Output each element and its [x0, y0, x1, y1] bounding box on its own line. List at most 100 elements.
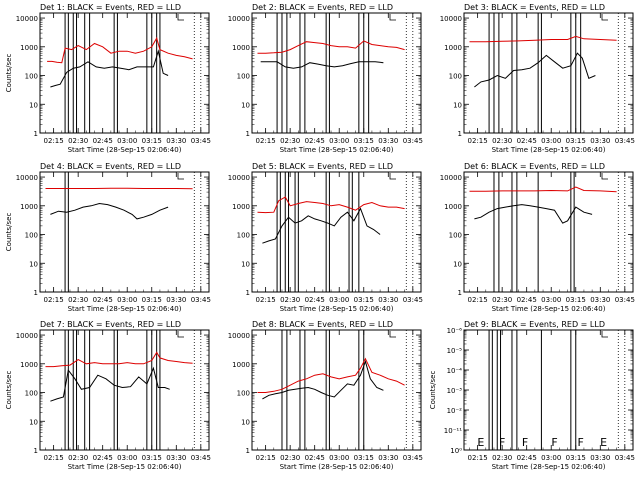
- x-tick-label: 02:15: [468, 454, 488, 462]
- events-series-line: [50, 49, 169, 88]
- x-tick-label: 03:15: [566, 454, 586, 462]
- y-tick-label: 1000: [232, 203, 250, 211]
- x-tick-label: 03:15: [354, 454, 374, 462]
- panel-title: Det 4: BLACK = Events, RED = LLD: [40, 162, 181, 171]
- y-tick-label: 10000: [228, 174, 250, 182]
- plot-frame: [251, 12, 422, 134]
- y-tick-label: 10⁻⁶: [447, 327, 463, 335]
- y-tick-label: 1: [246, 447, 250, 455]
- y-tick-label: 1000: [20, 203, 38, 211]
- x-tick-label: 03:30: [378, 137, 398, 145]
- y-axis-label: Counts/sec: [5, 371, 13, 410]
- plot-frame: [251, 171, 422, 293]
- x-tick-label: 03:30: [378, 296, 398, 304]
- x-axis-label: Start Time (28-Sep-15 02:06:40): [68, 305, 182, 313]
- x-tick-label: 03:15: [354, 296, 374, 304]
- y-tick-label: 100: [237, 232, 250, 240]
- x-tick-label: 02:30: [492, 137, 512, 145]
- y-tick-label: 10000: [16, 174, 38, 182]
- x-tick-label: 03:45: [191, 454, 211, 462]
- y-tick-label: 10: [453, 260, 462, 268]
- x-tick-label: 03:30: [166, 454, 186, 462]
- x-tick-label: 03:45: [615, 137, 635, 145]
- x-tick-label: 02:15: [256, 137, 276, 145]
- detector-panel-3: Det 3: BLACK = Events, RED = LLD 1 10 100 10…: [440, 3, 635, 154]
- y-tick-label: 1000: [232, 361, 250, 369]
- y-tick-label: 10: [241, 260, 250, 268]
- y-tick-label: 10000: [228, 15, 250, 23]
- plot-frame: [463, 171, 634, 293]
- y-tick-label: 10: [29, 101, 38, 109]
- lld-series-line: [45, 351, 193, 368]
- plot-frame: [39, 12, 210, 134]
- x-axis-label: Start Time (28-Sep-15 02:06:40): [492, 146, 606, 154]
- y-tick-label: 100: [449, 73, 462, 81]
- x-tick-label: 03:00: [329, 137, 349, 145]
- y-tick-label: 1: [458, 289, 462, 297]
- detector-panel-9: Det 9: BLACK = Events, RED = LLD 10⁰ 10⁻¹¹…: [429, 320, 635, 471]
- x-tick-label: 03:00: [117, 137, 137, 145]
- y-tick-label: 10000: [16, 332, 38, 340]
- detector-panel-6: Det 6: BLACK = Events, RED = LLD 1 10 100 10…: [440, 162, 635, 313]
- x-axis-label: Start Time (28-Sep-15 02:06:40): [280, 146, 394, 154]
- y-tick-label: 10⁻³: [447, 387, 463, 395]
- x-tick-label: 03:00: [329, 296, 349, 304]
- plot-frame: [39, 171, 210, 293]
- events-series-line: [50, 202, 169, 220]
- x-tick-label: 03:45: [615, 454, 635, 462]
- corner-bracket: [601, 331, 608, 338]
- corner-bracket: [601, 14, 608, 21]
- x-tick-label: 02:45: [517, 296, 537, 304]
- x-tick-label: 02:15: [44, 296, 64, 304]
- x-axis-label: Start Time (28-Sep-15 02:06:40): [68, 146, 182, 154]
- x-tick-label: 02:45: [93, 137, 113, 145]
- x-tick-label: 03:00: [541, 137, 561, 145]
- x-tick-label: 03:30: [166, 296, 186, 304]
- y-tick-label: 1000: [444, 44, 462, 52]
- x-tick-label: 03:45: [403, 454, 423, 462]
- y-tick-label: 10: [29, 260, 38, 268]
- panel-title: Det 6: BLACK = Events, RED = LLD: [464, 162, 605, 171]
- x-axis-label: Start Time (28-Sep-15 02:06:40): [492, 463, 606, 471]
- x-tick-label: 02:45: [93, 296, 113, 304]
- y-tick-label: 100: [449, 232, 462, 240]
- y-tick-label: 10⁻¹¹: [444, 427, 462, 435]
- y-tick-label: 1000: [20, 361, 38, 369]
- detector-panel-8: Det 8: BLACK = Events, RED = LLD 1 10 100 10…: [228, 320, 423, 471]
- detector-panel-5: Det 5: BLACK = Events, RED = LLD 1 10 100 10…: [228, 162, 423, 313]
- x-tick-label: 03:00: [329, 454, 349, 462]
- x-tick-label: 02:30: [68, 296, 88, 304]
- plot-frame: [251, 329, 422, 451]
- x-tick-label: 03:30: [590, 454, 610, 462]
- x-tick-label: 02:15: [256, 454, 276, 462]
- x-axis-label: Start Time (28-Sep-15 02:06:40): [68, 463, 182, 471]
- y-axis-label: Counts/sec: [5, 213, 13, 252]
- corner-bracket: [389, 331, 396, 338]
- x-axis-label: Start Time (28-Sep-15 02:06:40): [280, 463, 394, 471]
- y-tick-label: 10000: [228, 332, 250, 340]
- y-tick-label: 10000: [16, 15, 38, 23]
- y-tick-label: 10: [453, 101, 462, 109]
- event-marker-letter: E: [477, 436, 484, 449]
- panel-title: Det 8: BLACK = Events, RED = LLD: [252, 320, 393, 329]
- events-series-line: [262, 207, 381, 244]
- x-axis-label: Start Time (28-Sep-15 02:06:40): [280, 305, 394, 313]
- x-tick-label: 03:15: [566, 137, 586, 145]
- x-tick-label: 03:45: [191, 137, 211, 145]
- x-tick-label: 03:30: [378, 454, 398, 462]
- panel-title: Det 9: BLACK = Events, RED = LLD: [464, 320, 605, 329]
- y-tick-label: 100: [25, 390, 38, 398]
- detector-panel-2: Det 2: BLACK = Events, RED = LLD 1 10 100 10…: [228, 3, 423, 154]
- y-tick-label: 100: [237, 390, 250, 398]
- x-tick-label: 03:00: [117, 296, 137, 304]
- y-tick-label: 1000: [444, 203, 462, 211]
- y-tick-label: 10⁻²: [447, 407, 463, 415]
- panel-title: Det 2: BLACK = Events, RED = LLD: [252, 3, 393, 12]
- corner-bracket: [177, 331, 184, 338]
- y-tick-label: 10: [29, 418, 38, 426]
- x-tick-label: 02:15: [44, 454, 64, 462]
- x-tick-label: 02:15: [44, 137, 64, 145]
- event-marker-letter: F: [551, 436, 557, 449]
- x-tick-label: 02:30: [492, 454, 512, 462]
